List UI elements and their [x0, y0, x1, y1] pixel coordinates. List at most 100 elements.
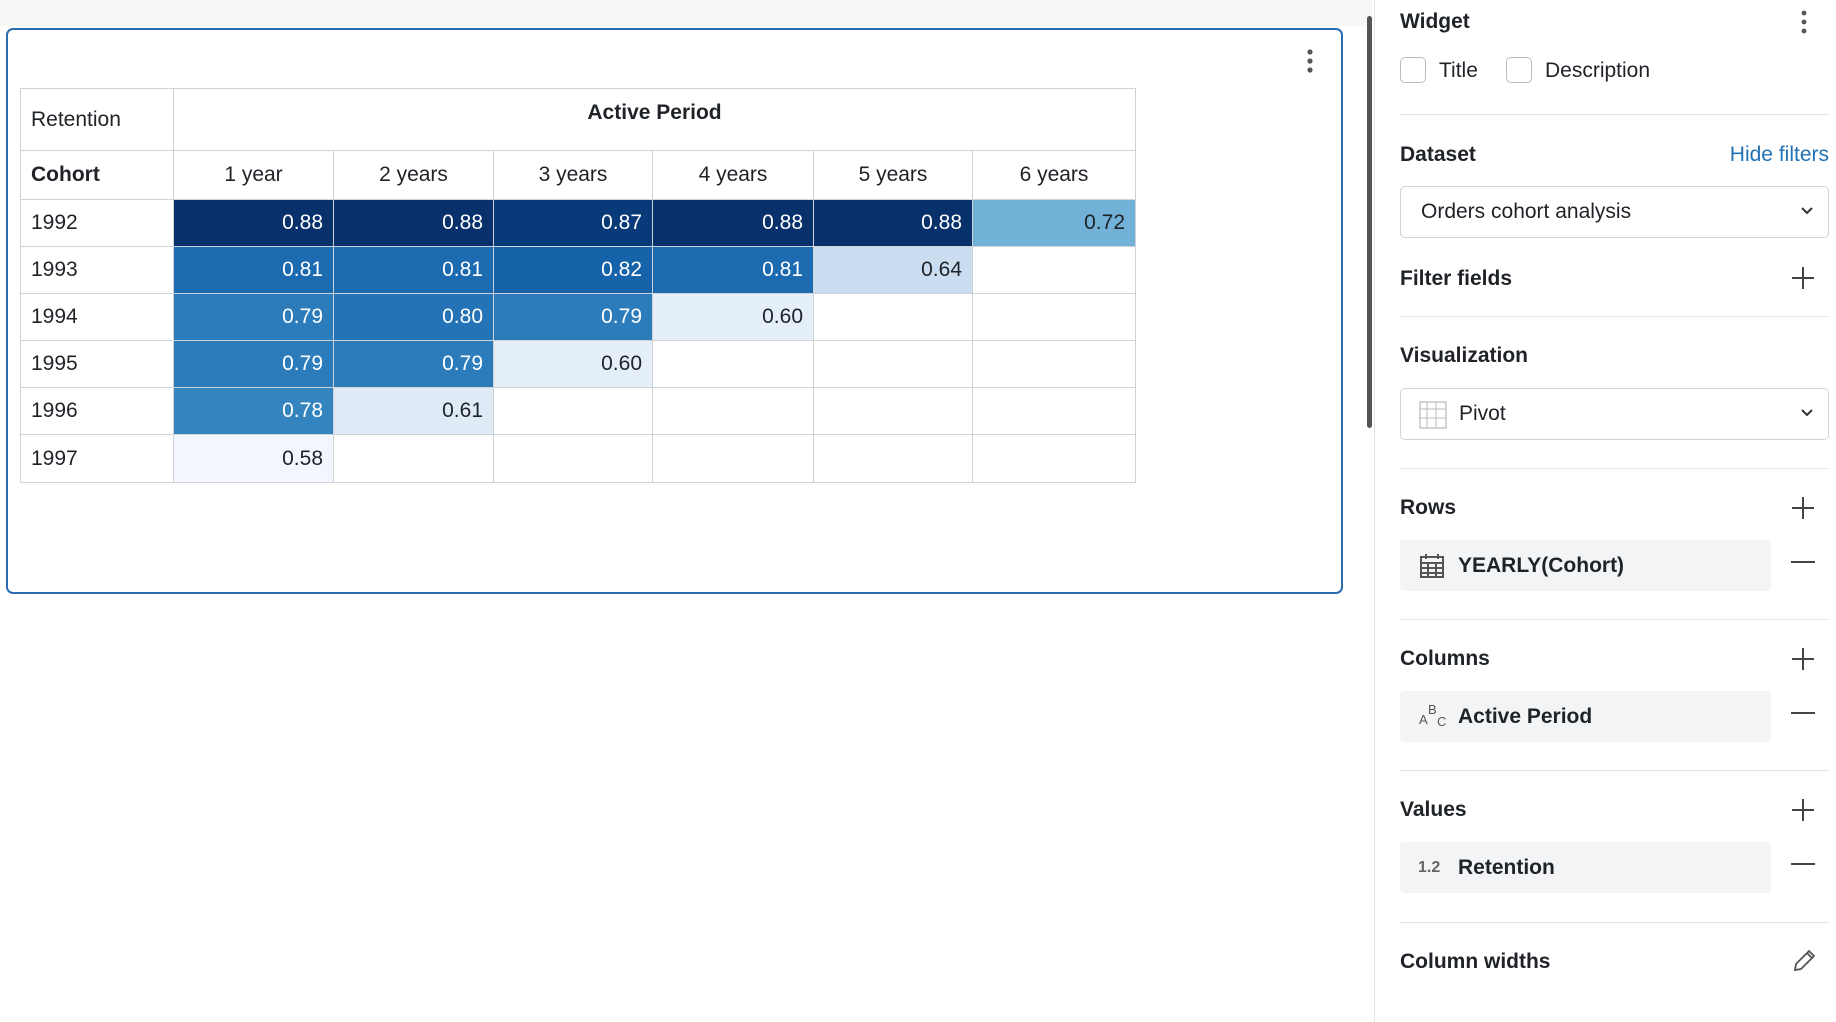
checkbox-label[interactable]: Description	[1545, 59, 1651, 82]
calendar-icon	[1420, 554, 1444, 578]
rows-field[interactable]: YEARLY(Cohort)	[1400, 540, 1771, 591]
remove-button[interactable]	[1791, 560, 1815, 564]
select-value: Pivot	[1459, 402, 1506, 425]
checkbox[interactable]	[1506, 57, 1532, 83]
value-cell: 0.78	[173, 387, 334, 435]
corner-cell: Retention	[20, 88, 174, 151]
values-label: Values	[1400, 798, 1467, 821]
checkbox[interactable]	[1400, 57, 1426, 83]
add-button[interactable]	[1791, 647, 1815, 671]
empty-cell	[333, 434, 494, 483]
column-group-header: Active Period	[173, 88, 1136, 151]
sidebar-menu[interactable]	[1794, 10, 1814, 36]
empty-cell	[972, 293, 1136, 341]
header-row: Retention Active Period	[20, 88, 1136, 151]
value-cell: 0.88	[333, 199, 494, 247]
empty-cell	[972, 246, 1136, 294]
visualization-select[interactable]: Pivot	[1400, 388, 1829, 440]
widget-menu[interactable]	[1300, 48, 1320, 76]
data-row: 1994 0.79 0.80 0.79 0.60	[20, 293, 1136, 341]
row-label: 1997	[20, 434, 174, 483]
value-cell: 0.88	[652, 199, 814, 247]
select-value: Orders cohort analysis	[1421, 200, 1632, 223]
separator	[1400, 770, 1829, 771]
empty-cell	[813, 340, 973, 388]
checkbox-label[interactable]: Title	[1439, 59, 1478, 82]
empty-cell	[972, 434, 1136, 483]
data-row: 1997 0.58	[20, 434, 1136, 483]
data-row: 1993 0.81 0.81 0.82 0.81 0.64	[20, 246, 1136, 294]
value-cell: 0.64	[813, 246, 973, 294]
hide-filters[interactable]: Hide filters	[1729, 143, 1829, 166]
remove-button[interactable]	[1791, 862, 1815, 866]
separator	[1400, 316, 1829, 317]
value-cell: 0.79	[173, 340, 334, 388]
visualization-label: Visualization	[1400, 344, 1528, 367]
value-cell: 0.58	[173, 434, 334, 483]
field-name: Retention	[1458, 856, 1555, 879]
separator	[1400, 922, 1829, 923]
field-name: Active Period	[1458, 705, 1593, 728]
scrollbar[interactable]	[1367, 16, 1372, 428]
value-cell: 0.88	[173, 199, 334, 247]
chevron	[1801, 207, 1813, 215]
value-cell: 0.72	[972, 199, 1136, 247]
pivot-icon	[1419, 401, 1447, 429]
empty-cell	[813, 387, 973, 435]
remove-button[interactable]	[1791, 711, 1815, 715]
values-field[interactable]: 1.2 Retention	[1400, 842, 1771, 893]
empty-cell	[972, 340, 1136, 388]
column-header: 3 years	[493, 150, 653, 200]
row-label: 1994	[20, 293, 174, 341]
column-header: 6 years	[972, 150, 1136, 200]
separator	[1400, 468, 1829, 469]
columns-label: Columns	[1400, 647, 1490, 670]
header-row: Cohort 1 year 2 years 3 years 4 years 5 years…	[20, 150, 1136, 200]
edit-button[interactable]	[1791, 948, 1817, 974]
rows-label: Rows	[1400, 496, 1457, 519]
empty-cell	[972, 387, 1136, 435]
value-cell: 0.60	[493, 340, 653, 388]
row-label: 1995	[20, 340, 174, 388]
top-strip	[0, 0, 1372, 26]
dataset-label: Dataset	[1400, 143, 1476, 166]
dataset-select[interactable]: Orders cohort analysis	[1400, 186, 1829, 238]
value-cell: 0.61	[333, 387, 494, 435]
row-label: 1992	[20, 199, 174, 247]
field-name: YEARLY(Cohort)	[1458, 554, 1625, 577]
value-cell: 0.82	[493, 246, 653, 294]
icon-letter: A	[1419, 712, 1428, 727]
column-header: 4 years	[652, 150, 814, 200]
value-cell: 0.81	[173, 246, 334, 294]
number-icon: 1.2	[1418, 859, 1441, 876]
value-cell: 0.79	[333, 340, 494, 388]
value-cell: 0.79	[173, 293, 334, 341]
separator	[1400, 619, 1829, 620]
column-widths-label: Column widths	[1400, 950, 1551, 973]
row-label: 1996	[20, 387, 174, 435]
empty-cell	[493, 387, 653, 435]
add-button[interactable]	[1791, 798, 1815, 822]
value-cell: 0.80	[333, 293, 494, 341]
value-cell: 0.87	[493, 199, 653, 247]
separator	[1400, 114, 1829, 115]
column-header: 5 years	[813, 150, 973, 200]
value-cell: 0.60	[652, 293, 814, 341]
chevron	[1801, 409, 1813, 417]
add-button[interactable]	[1791, 266, 1815, 290]
pivot-table: Retention Active Period Cohort 1 year 2 year…	[20, 88, 1136, 483]
value-cell: 0.81	[333, 246, 494, 294]
filter-fields-label: Filter fields	[1400, 267, 1513, 290]
empty-cell	[652, 387, 814, 435]
value-cell: 0.79	[493, 293, 653, 341]
add-button[interactable]	[1791, 496, 1815, 520]
row-header: Cohort	[20, 150, 174, 200]
empty-cell	[493, 434, 653, 483]
empty-cell	[813, 293, 973, 341]
icon-letter: B	[1428, 702, 1437, 717]
icon-letter: C	[1437, 714, 1447, 729]
data-row: 1995 0.79 0.79 0.60	[20, 340, 1136, 388]
